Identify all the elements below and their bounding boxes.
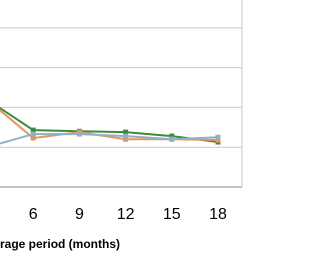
- data-point: [215, 134, 221, 140]
- data-point: [123, 133, 129, 139]
- series-line: [0, 106, 219, 144]
- data-point: [30, 135, 36, 141]
- data-point: [123, 129, 129, 135]
- x-tick-label: 6: [29, 206, 38, 223]
- data-point: [169, 136, 175, 142]
- data-point: [215, 137, 221, 143]
- x-axis-title: rage period (months): [0, 237, 120, 251]
- data-point: [169, 133, 175, 139]
- data-point: [30, 127, 36, 133]
- chart: rage period (months) 369121518: [0, 0, 243, 251]
- x-tick-label: 18: [209, 206, 227, 223]
- x-tick-label: 9: [75, 206, 84, 223]
- data-point: [123, 136, 129, 142]
- data-point: [76, 131, 82, 137]
- x-tick-label: 12: [117, 206, 135, 223]
- data-point: [30, 131, 36, 137]
- series-line: [0, 133, 219, 145]
- x-tick-label: 15: [163, 206, 181, 223]
